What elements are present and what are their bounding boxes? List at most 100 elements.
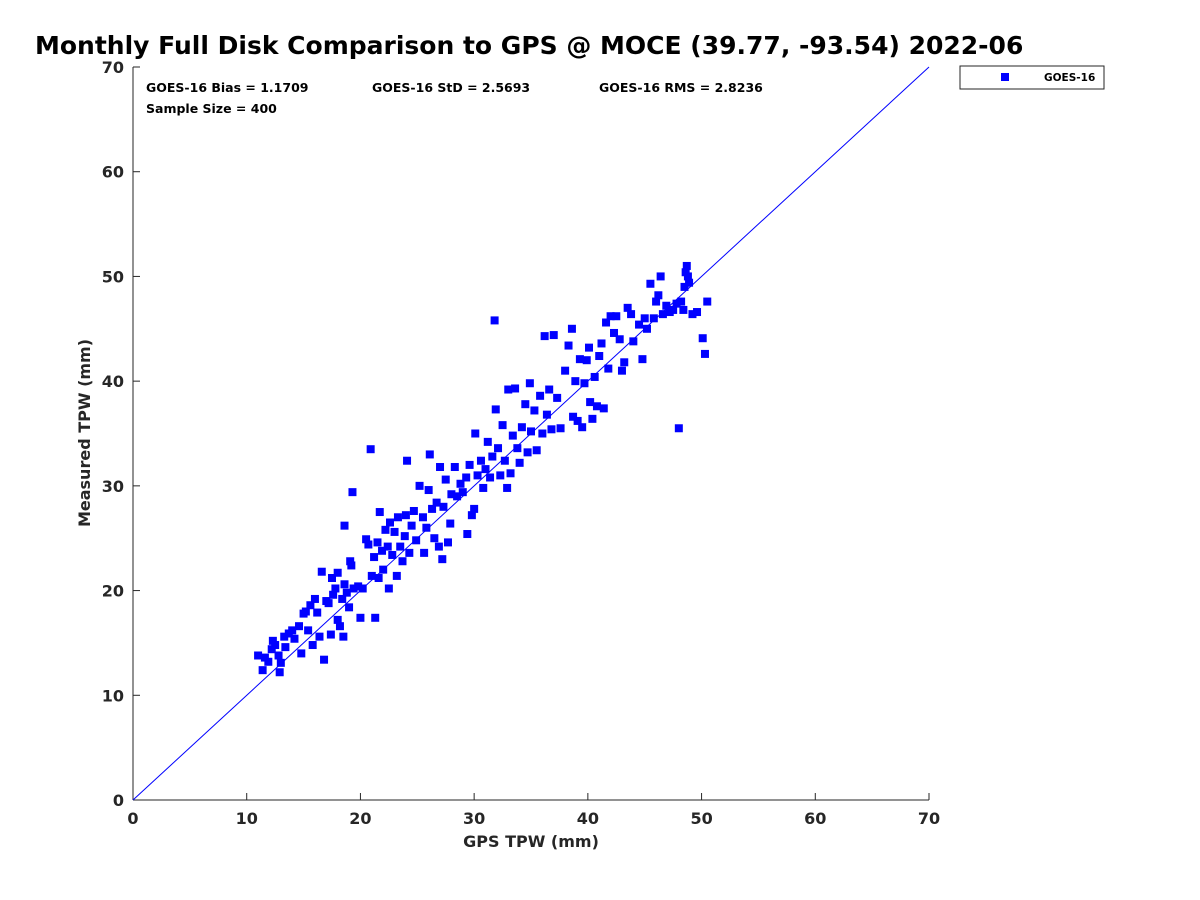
data-point — [446, 519, 455, 528]
data-point — [297, 649, 306, 658]
data-point — [610, 328, 619, 337]
data-point — [567, 324, 576, 333]
data-point — [680, 282, 689, 291]
x-tick-label: 30 — [463, 809, 485, 828]
data-point — [258, 666, 267, 675]
data-point — [371, 613, 380, 622]
data-point — [254, 651, 263, 660]
data-point — [375, 508, 384, 517]
data-point — [612, 312, 621, 321]
data-point — [405, 548, 414, 557]
data-point — [412, 536, 421, 545]
data-point — [274, 651, 283, 660]
data-point — [517, 423, 526, 432]
data-point — [463, 530, 472, 539]
data-point — [471, 429, 480, 438]
data-point — [476, 456, 485, 465]
data-point — [432, 498, 441, 507]
data-point — [267, 645, 276, 654]
plot-axes: 0 10 20 30 40 50 60 70 0 10 20 30 40 50 60 70 — [102, 58, 940, 828]
data-point — [383, 542, 392, 551]
data-point — [681, 268, 690, 277]
data-point — [597, 339, 606, 348]
data-point — [494, 444, 503, 453]
data-point — [511, 384, 520, 393]
data-point — [331, 584, 340, 593]
data-point — [486, 473, 495, 482]
data-point — [430, 534, 439, 543]
x-tick-label: 0 — [127, 809, 138, 828]
data-point — [304, 626, 313, 635]
data-point — [662, 301, 671, 310]
data-point — [456, 479, 465, 488]
data-point — [379, 565, 388, 574]
data-point — [584, 343, 593, 352]
data-point — [573, 416, 582, 425]
data-point — [672, 299, 681, 308]
data-point — [339, 632, 348, 641]
data-point — [553, 393, 562, 402]
x-tick-label: 40 — [577, 809, 599, 828]
data-point — [434, 542, 443, 551]
data-point — [483, 437, 492, 446]
data-point — [373, 538, 382, 547]
data-point — [436, 463, 445, 472]
data-point — [333, 615, 342, 624]
data-point — [396, 542, 405, 551]
data-point — [561, 366, 570, 375]
data-point — [349, 584, 358, 593]
data-point — [500, 456, 509, 465]
data-point — [313, 608, 322, 617]
data-point — [407, 521, 416, 530]
data-point — [340, 580, 349, 589]
data-point — [606, 312, 615, 321]
data-point — [640, 314, 649, 323]
data-point — [310, 594, 319, 603]
data-point — [462, 473, 471, 482]
data-point — [615, 335, 624, 344]
data-point — [473, 471, 482, 480]
y-tick-label: 10 — [102, 686, 124, 705]
legend-marker — [1001, 73, 1009, 81]
data-point — [288, 626, 297, 635]
data-point — [388, 550, 397, 559]
data-point — [599, 404, 608, 413]
data-point — [545, 385, 554, 394]
data-point — [420, 548, 429, 557]
data-point — [384, 584, 393, 593]
legend-box — [959, 65, 1105, 90]
data-point — [503, 483, 512, 492]
data-point — [390, 527, 399, 536]
data-point — [385, 518, 394, 527]
data-point — [540, 332, 549, 341]
data-point — [588, 414, 597, 423]
data-point — [547, 425, 556, 434]
data-point — [381, 525, 390, 534]
data-point — [400, 532, 409, 541]
data-point — [260, 653, 269, 662]
data-point — [578, 423, 587, 432]
data-point — [290, 634, 299, 643]
data-point — [329, 590, 338, 599]
data-point — [582, 356, 591, 365]
data-point — [447, 490, 456, 499]
data-point — [393, 513, 402, 522]
data-point — [295, 622, 304, 631]
legend: GOES-16 — [959, 65, 1105, 90]
data-point — [333, 568, 342, 577]
data-point — [315, 632, 324, 641]
data-point — [458, 488, 467, 497]
y-tick-label: 30 — [102, 477, 124, 496]
data-point — [504, 385, 513, 394]
data-point — [682, 261, 691, 270]
data-point — [450, 463, 459, 472]
data-point — [491, 405, 500, 414]
data-point — [530, 406, 539, 415]
data-point — [409, 506, 418, 515]
data-point — [508, 431, 517, 440]
data-point — [685, 278, 694, 287]
x-tick-label: 10 — [236, 809, 258, 828]
data-point — [374, 574, 383, 583]
data-point — [646, 279, 655, 288]
